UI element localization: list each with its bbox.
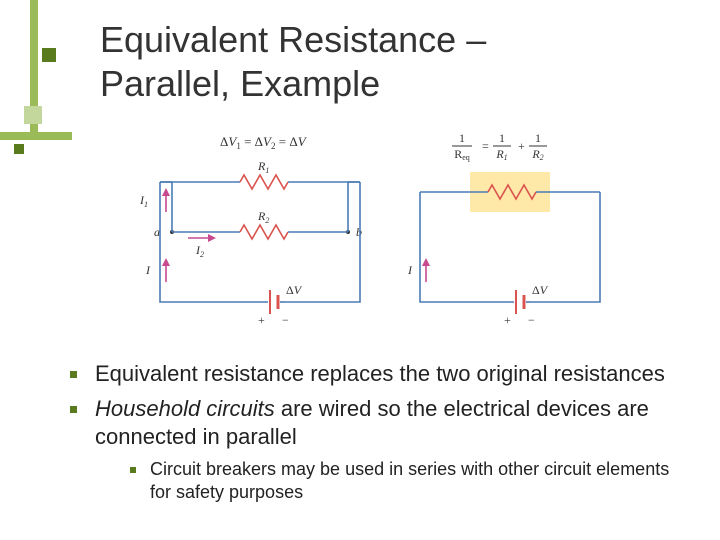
bullet-2: Household circuits are wired so the elec…: [70, 395, 690, 452]
right-circuit: ΔV + − I: [407, 172, 600, 327]
label-plus-left: +: [258, 313, 265, 327]
bullet-1: Equivalent resistance replaces the two o…: [70, 360, 690, 389]
decor-sq-3: [14, 144, 24, 154]
bullet-1-text: Equivalent resistance replaces the two o…: [95, 360, 690, 389]
svg-text:Req: Req: [454, 147, 470, 162]
svg-text:+: +: [518, 139, 525, 153]
arrow-i1: I1: [139, 188, 170, 212]
svg-text:1: 1: [499, 132, 505, 145]
svg-text:=: =: [482, 139, 489, 153]
circuit-figure: ΔV1 = ΔV2 = ΔV R1 R2 a b ΔV + −: [120, 132, 630, 347]
svg-text:I: I: [145, 263, 151, 277]
bullet-icon: [70, 371, 77, 378]
bullet-icon: [130, 467, 136, 473]
svg-text:1: 1: [459, 132, 465, 145]
title-line2: Parallel, Example: [100, 62, 486, 106]
left-circuit: R1 R2 a b ΔV + − I1: [139, 159, 362, 327]
resistor-r1: [240, 175, 288, 189]
bullet-icon: [70, 406, 77, 413]
bullet-list: Equivalent resistance replaces the two o…: [70, 360, 690, 505]
label-dv-right: ΔV: [532, 283, 549, 297]
decor-sq-1: [42, 48, 56, 62]
right-eq: 1 Req = 1 R1 + 1 R2: [452, 132, 547, 162]
label-dv-left: ΔV: [286, 283, 303, 297]
decor-sq-2: [24, 106, 42, 124]
svg-text:R2: R2: [531, 147, 543, 162]
label-b: b: [356, 225, 362, 239]
arrow-i2: I2: [188, 234, 216, 259]
left-eq: ΔV1 = ΔV2 = ΔV: [220, 134, 308, 151]
bullet-2-text: Household circuits are wired so the elec…: [95, 395, 690, 452]
page-title: Equivalent Resistance – Parallel, Exampl…: [100, 18, 486, 106]
sub-bullet-1-text: Circuit breakers may be used in series w…: [150, 458, 690, 505]
label-minus-right: −: [528, 313, 535, 327]
svg-text:I2: I2: [195, 243, 204, 259]
svg-text:1: 1: [535, 132, 541, 145]
label-i-right: I: [407, 263, 413, 277]
arrow-i: I: [145, 258, 170, 282]
label-r2: R2: [257, 209, 269, 225]
svg-text:R1: R1: [495, 147, 507, 162]
label-plus-right: +: [504, 313, 511, 327]
svg-text:I1: I1: [139, 193, 148, 209]
title-line1: Equivalent Resistance –: [100, 18, 486, 62]
decor-bar-horiz: [0, 132, 72, 140]
resistor-r2: [240, 225, 288, 239]
label-a: a: [154, 225, 160, 239]
sub-bullet-1: Circuit breakers may be used in series w…: [130, 458, 690, 505]
label-r1: R1: [257, 159, 269, 175]
label-minus-left: −: [282, 313, 289, 327]
